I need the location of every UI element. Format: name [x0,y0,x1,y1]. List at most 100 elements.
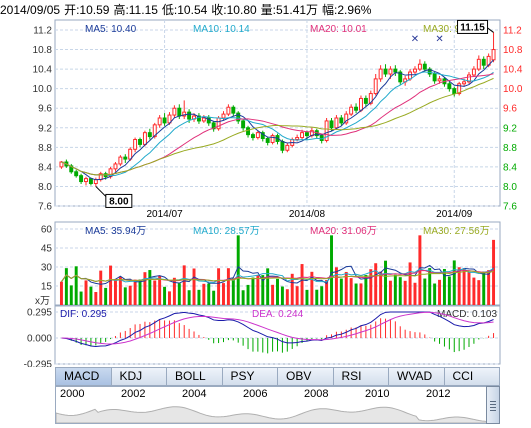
quote-open: 开:10.59 [64,3,110,17]
tab-rsi[interactable]: RSI [332,367,388,386]
candle-body [339,117,344,124]
volume-bar [492,239,496,305]
price-tick-left: 10.8 [33,45,53,56]
volume-bar [379,271,383,305]
tab-psy[interactable]: PSY [221,367,277,386]
timeline-year-label: 2006 [243,388,268,400]
volume-bar [246,284,250,305]
volume-bar [266,268,270,305]
timeline-navigator[interactable]: 2000 2002 2004 2006 2008 2010 2012 [55,386,500,424]
date-tick: 2014/09 [436,209,473,220]
timeline-year-label: 2008 [304,388,329,400]
volume-bar [207,283,211,305]
volume-bar [467,271,471,305]
volume-bar [310,271,314,305]
candle-body [285,144,290,151]
candle-body [270,135,275,143]
volume-bar [433,283,437,305]
candle-body [142,132,147,145]
stock-chart[interactable]: 11.2 11.2 10.8 10.8 10.4 10.4 10.0 10.0 9.6 9.6 9.… [0,0,531,367]
candle-body [304,132,309,137]
tab-boll[interactable]: BOLL [166,367,222,386]
tab-cci[interactable]: CCI [443,367,500,386]
volume-bar [236,235,240,305]
price-tick-left: 7.6 [38,202,52,213]
candle-body [79,175,84,183]
candle-body [123,156,128,160]
price-tick-left: 10.4 [33,65,53,76]
candle-body [177,107,182,117]
volume-bar [369,269,373,305]
candle-body [74,171,79,177]
candle-body [221,113,226,119]
quote-high: 高:11.15 [113,3,158,17]
volume-bar [158,275,162,305]
candle-body [196,115,201,122]
candle-body [162,117,167,124]
volume-bar [172,277,176,305]
candle-body [457,83,462,95]
candle-body [113,163,118,170]
candle-body [152,124,157,138]
volume-bar [349,278,353,305]
price-tick-right: 8.4 [503,162,517,173]
quote-header: 2014/09/05 开:10.59 高:11.15 低:10.54 收:10.80 量:… [0,0,531,20]
price-legend-ma: MA20: 10.01 [310,24,367,35]
candle-body [128,148,133,160]
volume-bar [300,264,304,305]
candle-body [187,111,192,120]
volume-tick: 30 [41,263,53,274]
vol-ma10-line [61,267,494,283]
tab-macd[interactable]: MACD [55,367,111,386]
volume-bar [133,279,137,305]
price-tick-left: 8.4 [38,162,52,173]
volume-legend-ma: MA30: 27.56万 [423,226,490,237]
volume-tick: 45 [41,244,53,255]
candle-body [255,132,260,139]
dea-line [61,311,494,345]
volume-bar [261,275,265,305]
volume-bar [403,280,407,305]
quote-date: 2014/09/05 [0,3,61,17]
timeline-year-label: 2010 [365,388,390,400]
volume-bar [438,279,442,305]
volume-bar [104,287,108,305]
timeline-drag-handle[interactable] [486,386,500,424]
max-annotation-box [457,19,489,34]
tab-kdj[interactable]: KDJ [110,367,166,386]
volume-bar [393,274,397,305]
quote-close: 收:10.80 [211,3,257,17]
candle-body [157,117,162,126]
timeline-years: 2000 2002 2004 2006 2008 2010 2012 [56,387,499,401]
ma10-line [61,71,494,177]
price-tick-right: 8.8 [503,143,517,154]
dif-line [61,311,494,347]
date-tick: 2014/08 [289,209,326,220]
volume-bar [280,286,284,305]
candle-body [147,132,152,138]
tab-wvad[interactable]: WVAD [388,367,444,386]
candle-body [172,107,177,116]
volume-bar [89,286,93,305]
candle-body [447,83,452,90]
volume-bar [79,291,83,305]
volume-bar [74,266,78,305]
candle-body [408,71,413,80]
candle-body [398,71,403,83]
volume-bar [118,276,122,305]
quote-low: 低:10.54 [161,3,208,17]
volume-unit: x万 [35,296,50,307]
price-legend-ma: MA5: 10.40 [85,24,137,35]
min-annotation-box [105,193,133,208]
candle-body [133,139,138,150]
tab-obv[interactable]: OBV [277,367,333,386]
candle-body [393,68,398,73]
candle-body [388,68,393,75]
volume-legend-ma: MA20: 31.06万 [310,226,377,237]
candle-body [236,112,241,122]
volume-bar [177,283,181,305]
candle-body [250,134,255,139]
macd-tick: 0.000 [27,334,52,345]
volume-bar [256,275,260,305]
volume-bar [334,267,338,305]
